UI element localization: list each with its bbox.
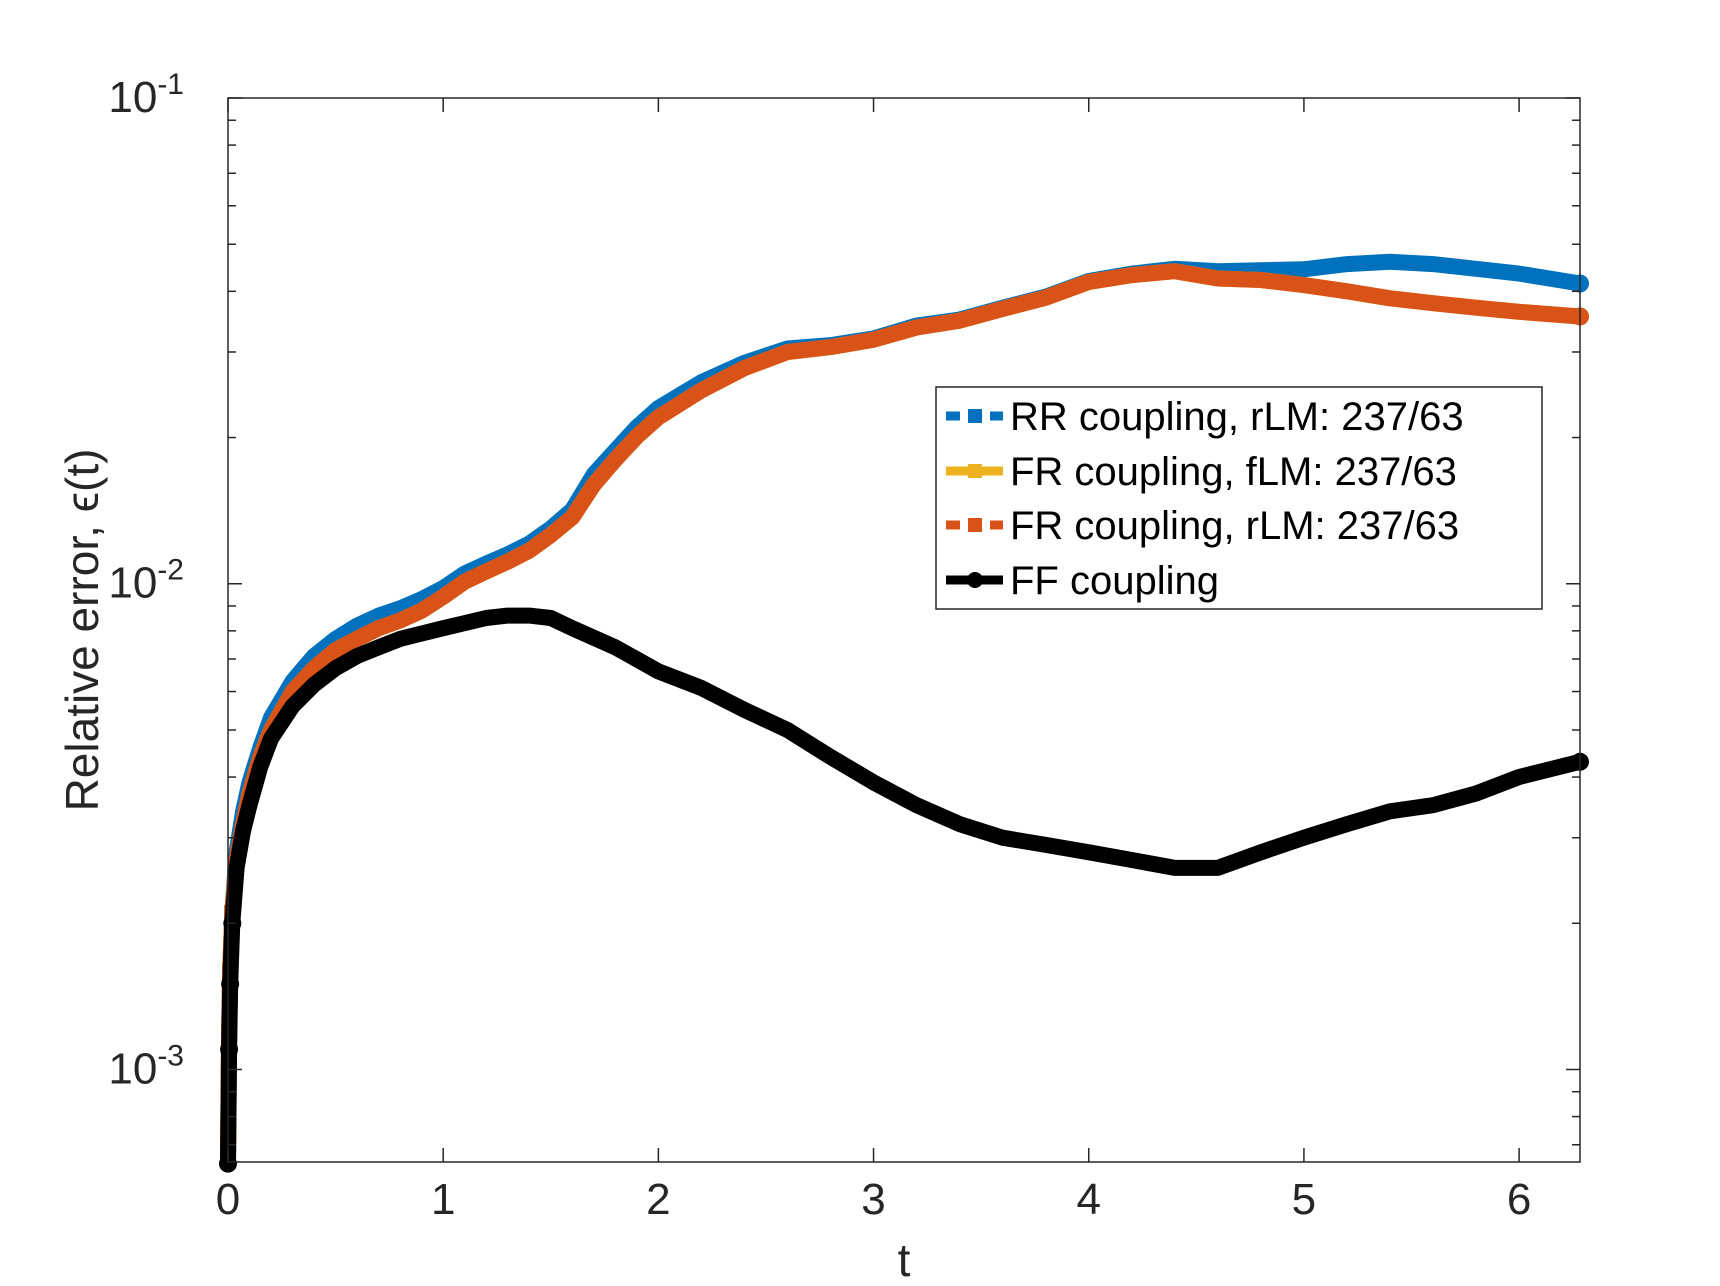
legend: RR coupling, rLM: 237/63 FR coupling, fL… — [935, 386, 1543, 610]
legend-label-rr-rlm: RR coupling, rLM: 237/63 — [1010, 395, 1464, 439]
series-line-ff-coupling — [220, 607, 1588, 1172]
y-axis-title: Relative error, ϵ(t) — [56, 449, 108, 812]
y-tick-label: 10-3 — [108, 1039, 184, 1093]
x-tick-label: 4 — [1076, 1175, 1100, 1224]
legend-entry-fr-flm: FR coupling, fLM: 237/63 — [946, 450, 1457, 494]
axes-box — [227, 97, 1581, 1163]
legend-marker-rr-rlm — [968, 409, 982, 423]
legend-entry-rr-rlm: RR coupling, rLM: 237/63 — [946, 395, 1464, 439]
tick-layer: 0 1 2 3 4 5 6 10-1 10-2 10-3 — [108, 68, 1580, 1224]
legend-marker-fr-rlm — [968, 518, 982, 532]
series-marker-ff-coupling — [220, 1040, 239, 1059]
legend-label-fr-rlm: FR coupling, rLM: 237/63 — [1010, 504, 1459, 548]
legend-entry-fr-rlm: FR coupling, rLM: 237/63 — [946, 504, 1459, 548]
axes-layer — [227, 97, 1581, 1163]
legend-label-ff: FF coupling — [1010, 559, 1219, 603]
x-tick-label: 3 — [861, 1175, 885, 1224]
x-axis-title: t — [898, 1234, 911, 1286]
legend-marker-ff — [967, 572, 983, 588]
series-layer — [219, 253, 1589, 1173]
y-tick-label: 10-2 — [108, 554, 184, 608]
legend-box — [935, 386, 1543, 610]
x-tick-label: 6 — [1507, 1175, 1531, 1224]
x-tick-label: 1 — [431, 1175, 455, 1224]
legend-marker-fr-flm — [968, 464, 982, 478]
x-tick-label: 2 — [646, 1175, 670, 1224]
x-tick-label: 5 — [1292, 1175, 1316, 1224]
legend-entry-ff: FF coupling — [946, 559, 1219, 603]
series-marker-ff-coupling — [221, 974, 240, 993]
legend-label-fr-flm: FR coupling, fLM: 237/63 — [1010, 450, 1457, 494]
y-tick-label: 10-1 — [108, 68, 184, 122]
series-marker-ff-coupling — [219, 1154, 237, 1173]
x-tick-label: 0 — [216, 1175, 240, 1224]
